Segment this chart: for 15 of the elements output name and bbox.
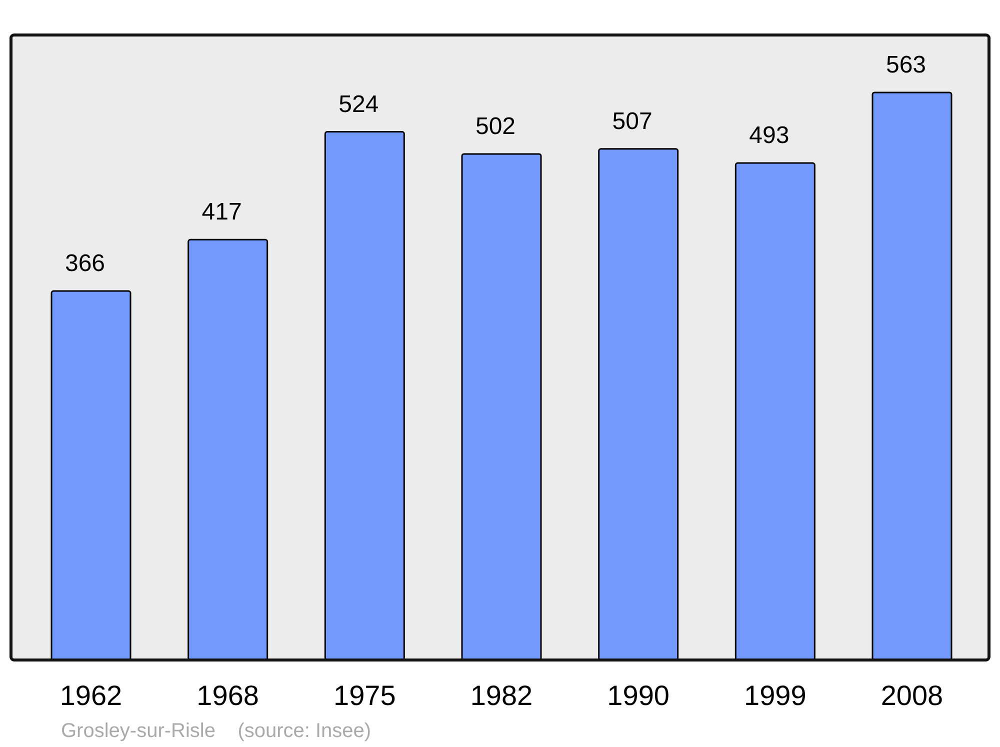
data-label: 563 — [886, 51, 926, 78]
data-label: 524 — [338, 90, 379, 118]
x-tick-label: 1999 — [744, 680, 806, 711]
x-tick-label: 1968 — [196, 680, 259, 711]
x-tick-label: 1962 — [60, 680, 122, 711]
data-label: 502 — [475, 112, 516, 140]
data-label: 493 — [749, 122, 790, 150]
data-label: 366 — [64, 250, 106, 278]
text: Grosley-sur-Risle (source: Insee) — [61, 720, 372, 742]
data-label: 507 — [612, 108, 652, 135]
data-label: 417 — [202, 198, 242, 226]
x-tick-label: 2008 — [880, 680, 944, 711]
x-tick-label: 1975 — [334, 680, 396, 711]
x-tick-label: 1982 — [470, 680, 533, 711]
x-tick-label: 1990 — [607, 680, 670, 711]
